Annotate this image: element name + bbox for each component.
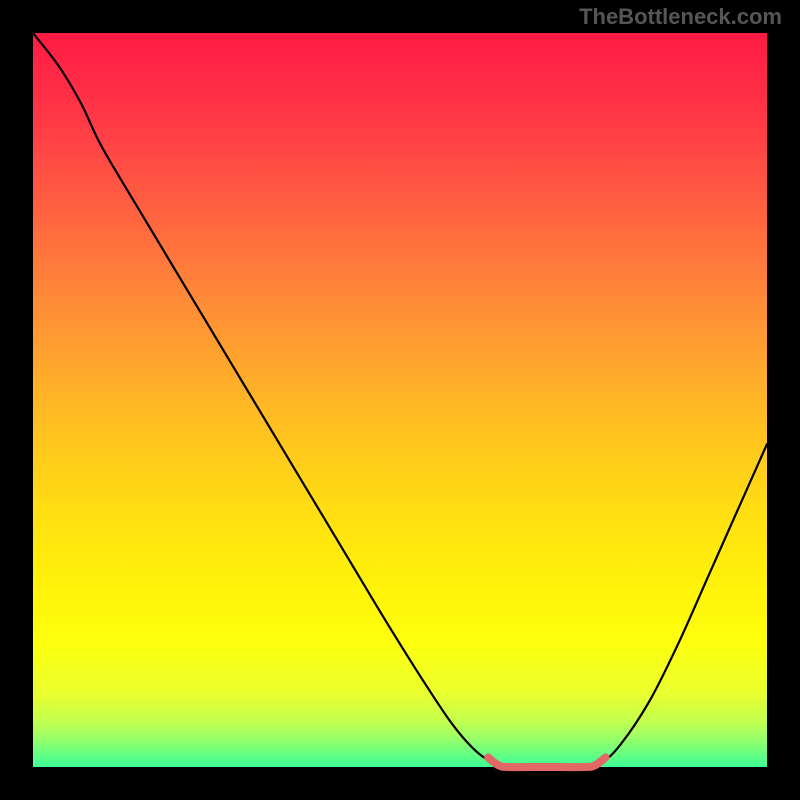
gradient-background [33,33,767,767]
chart-container: { "watermark": { "text": "TheBottleneck.… [0,0,800,800]
watermark-text: TheBottleneck.com [579,4,782,30]
bottleneck-chart [0,0,800,800]
